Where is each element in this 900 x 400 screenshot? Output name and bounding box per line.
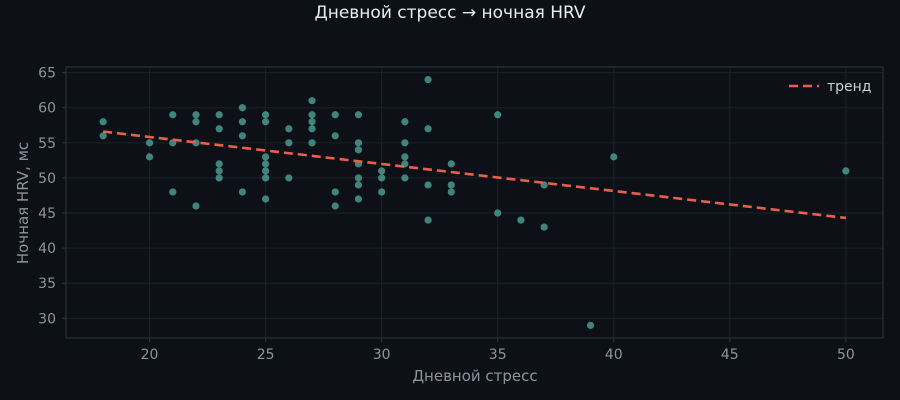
scatter-point (424, 181, 432, 189)
scatter-point (331, 111, 339, 119)
scatter-point (308, 139, 316, 147)
scatter-point (192, 118, 200, 126)
scatter-point (145, 153, 154, 161)
scatter-point (285, 125, 293, 133)
scatter-point (215, 125, 223, 133)
scatter-point (447, 160, 455, 168)
scatter-point (401, 118, 409, 126)
scatter-point (262, 174, 270, 182)
scatter-point (331, 132, 339, 140)
scatter-point (285, 139, 293, 147)
x-axis-label: Дневной стресс (412, 367, 537, 385)
scatter-point (99, 118, 107, 126)
y-tick-label: 30 (38, 311, 56, 327)
legend-trend-label: тренд (827, 79, 872, 95)
x-tick-label: 20 (141, 347, 159, 363)
scatter-point (215, 160, 223, 168)
scatter-point (424, 125, 432, 133)
grid (66, 67, 883, 338)
scatter-point (145, 139, 154, 147)
scatter-point (424, 76, 432, 84)
y-axis-label: Ночная HRV, мс (14, 142, 32, 264)
y-tick-label: 60 (38, 101, 56, 117)
scatter-point (238, 104, 246, 112)
scatter-point (331, 202, 339, 210)
scatter-point (378, 174, 386, 182)
scatter-point (192, 111, 200, 119)
scatter-point (262, 111, 270, 119)
scatter-point (262, 160, 270, 168)
y-tick-label: 35 (38, 276, 56, 292)
scatter-point (238, 118, 246, 126)
data-points (99, 76, 850, 329)
chart-title: Дневной стресс → ночная HRV (314, 3, 585, 23)
scatter-point (99, 132, 107, 140)
scatter-point (540, 223, 548, 231)
x-tick-label: 40 (605, 347, 623, 363)
scatter-point (354, 146, 363, 154)
scatter-point (354, 139, 363, 147)
scatter-point (215, 174, 223, 182)
scatter-point (354, 181, 363, 189)
y-tick-label: 45 (38, 206, 56, 222)
y-tick-label: 50 (38, 171, 56, 187)
scatter-point (517, 216, 525, 224)
scatter-point (494, 111, 502, 119)
y-tick-label: 40 (38, 241, 56, 257)
scatter-point (169, 111, 177, 119)
x-tick-label: 35 (489, 347, 507, 363)
y-axis-ticks: 30 35 40 45 50 55 60 65 (38, 66, 66, 327)
scatter-point (262, 167, 270, 175)
scatter-point (842, 167, 850, 175)
x-tick-label: 45 (721, 347, 739, 363)
scatter-point (424, 216, 432, 224)
scatter-point (354, 174, 363, 182)
plot-frame (65, 66, 884, 339)
scatter-point (447, 181, 455, 189)
scatter-point (308, 118, 316, 126)
x-axis-ticks: 20 25 30 35 40 45 50 (141, 338, 855, 363)
scatter-point (192, 202, 200, 210)
scatter-point (610, 153, 618, 161)
x-tick-label: 25 (257, 347, 275, 363)
y-tick-label: 65 (38, 66, 56, 82)
scatter-point (262, 153, 270, 161)
scatter-point (262, 195, 270, 203)
scatter-point (308, 111, 316, 119)
scatter-point (238, 132, 246, 140)
scatter-point (238, 188, 246, 196)
scatter-point (586, 321, 595, 329)
scatter-point (401, 139, 409, 147)
x-tick-label: 50 (837, 347, 855, 363)
trend-line (102, 130, 847, 220)
scatter-point (308, 97, 316, 105)
legend: тренд (789, 79, 872, 95)
scatter-point (262, 118, 270, 126)
scatter-point (378, 167, 386, 175)
scatter-point (354, 195, 363, 203)
scatter-point (331, 188, 339, 196)
scatter-point (169, 188, 177, 196)
scatter-point (401, 174, 409, 182)
scatter-point (354, 111, 363, 119)
scatter-point (494, 209, 502, 217)
scatter-point (285, 174, 293, 182)
scatter-point (401, 153, 409, 161)
x-tick-label: 30 (373, 347, 391, 363)
scatter-point (215, 111, 223, 119)
scatter-point (308, 125, 316, 133)
scatter-point (215, 167, 223, 175)
scatter-point (447, 188, 455, 196)
y-tick-label: 55 (38, 136, 56, 152)
scatter-point (378, 188, 386, 196)
